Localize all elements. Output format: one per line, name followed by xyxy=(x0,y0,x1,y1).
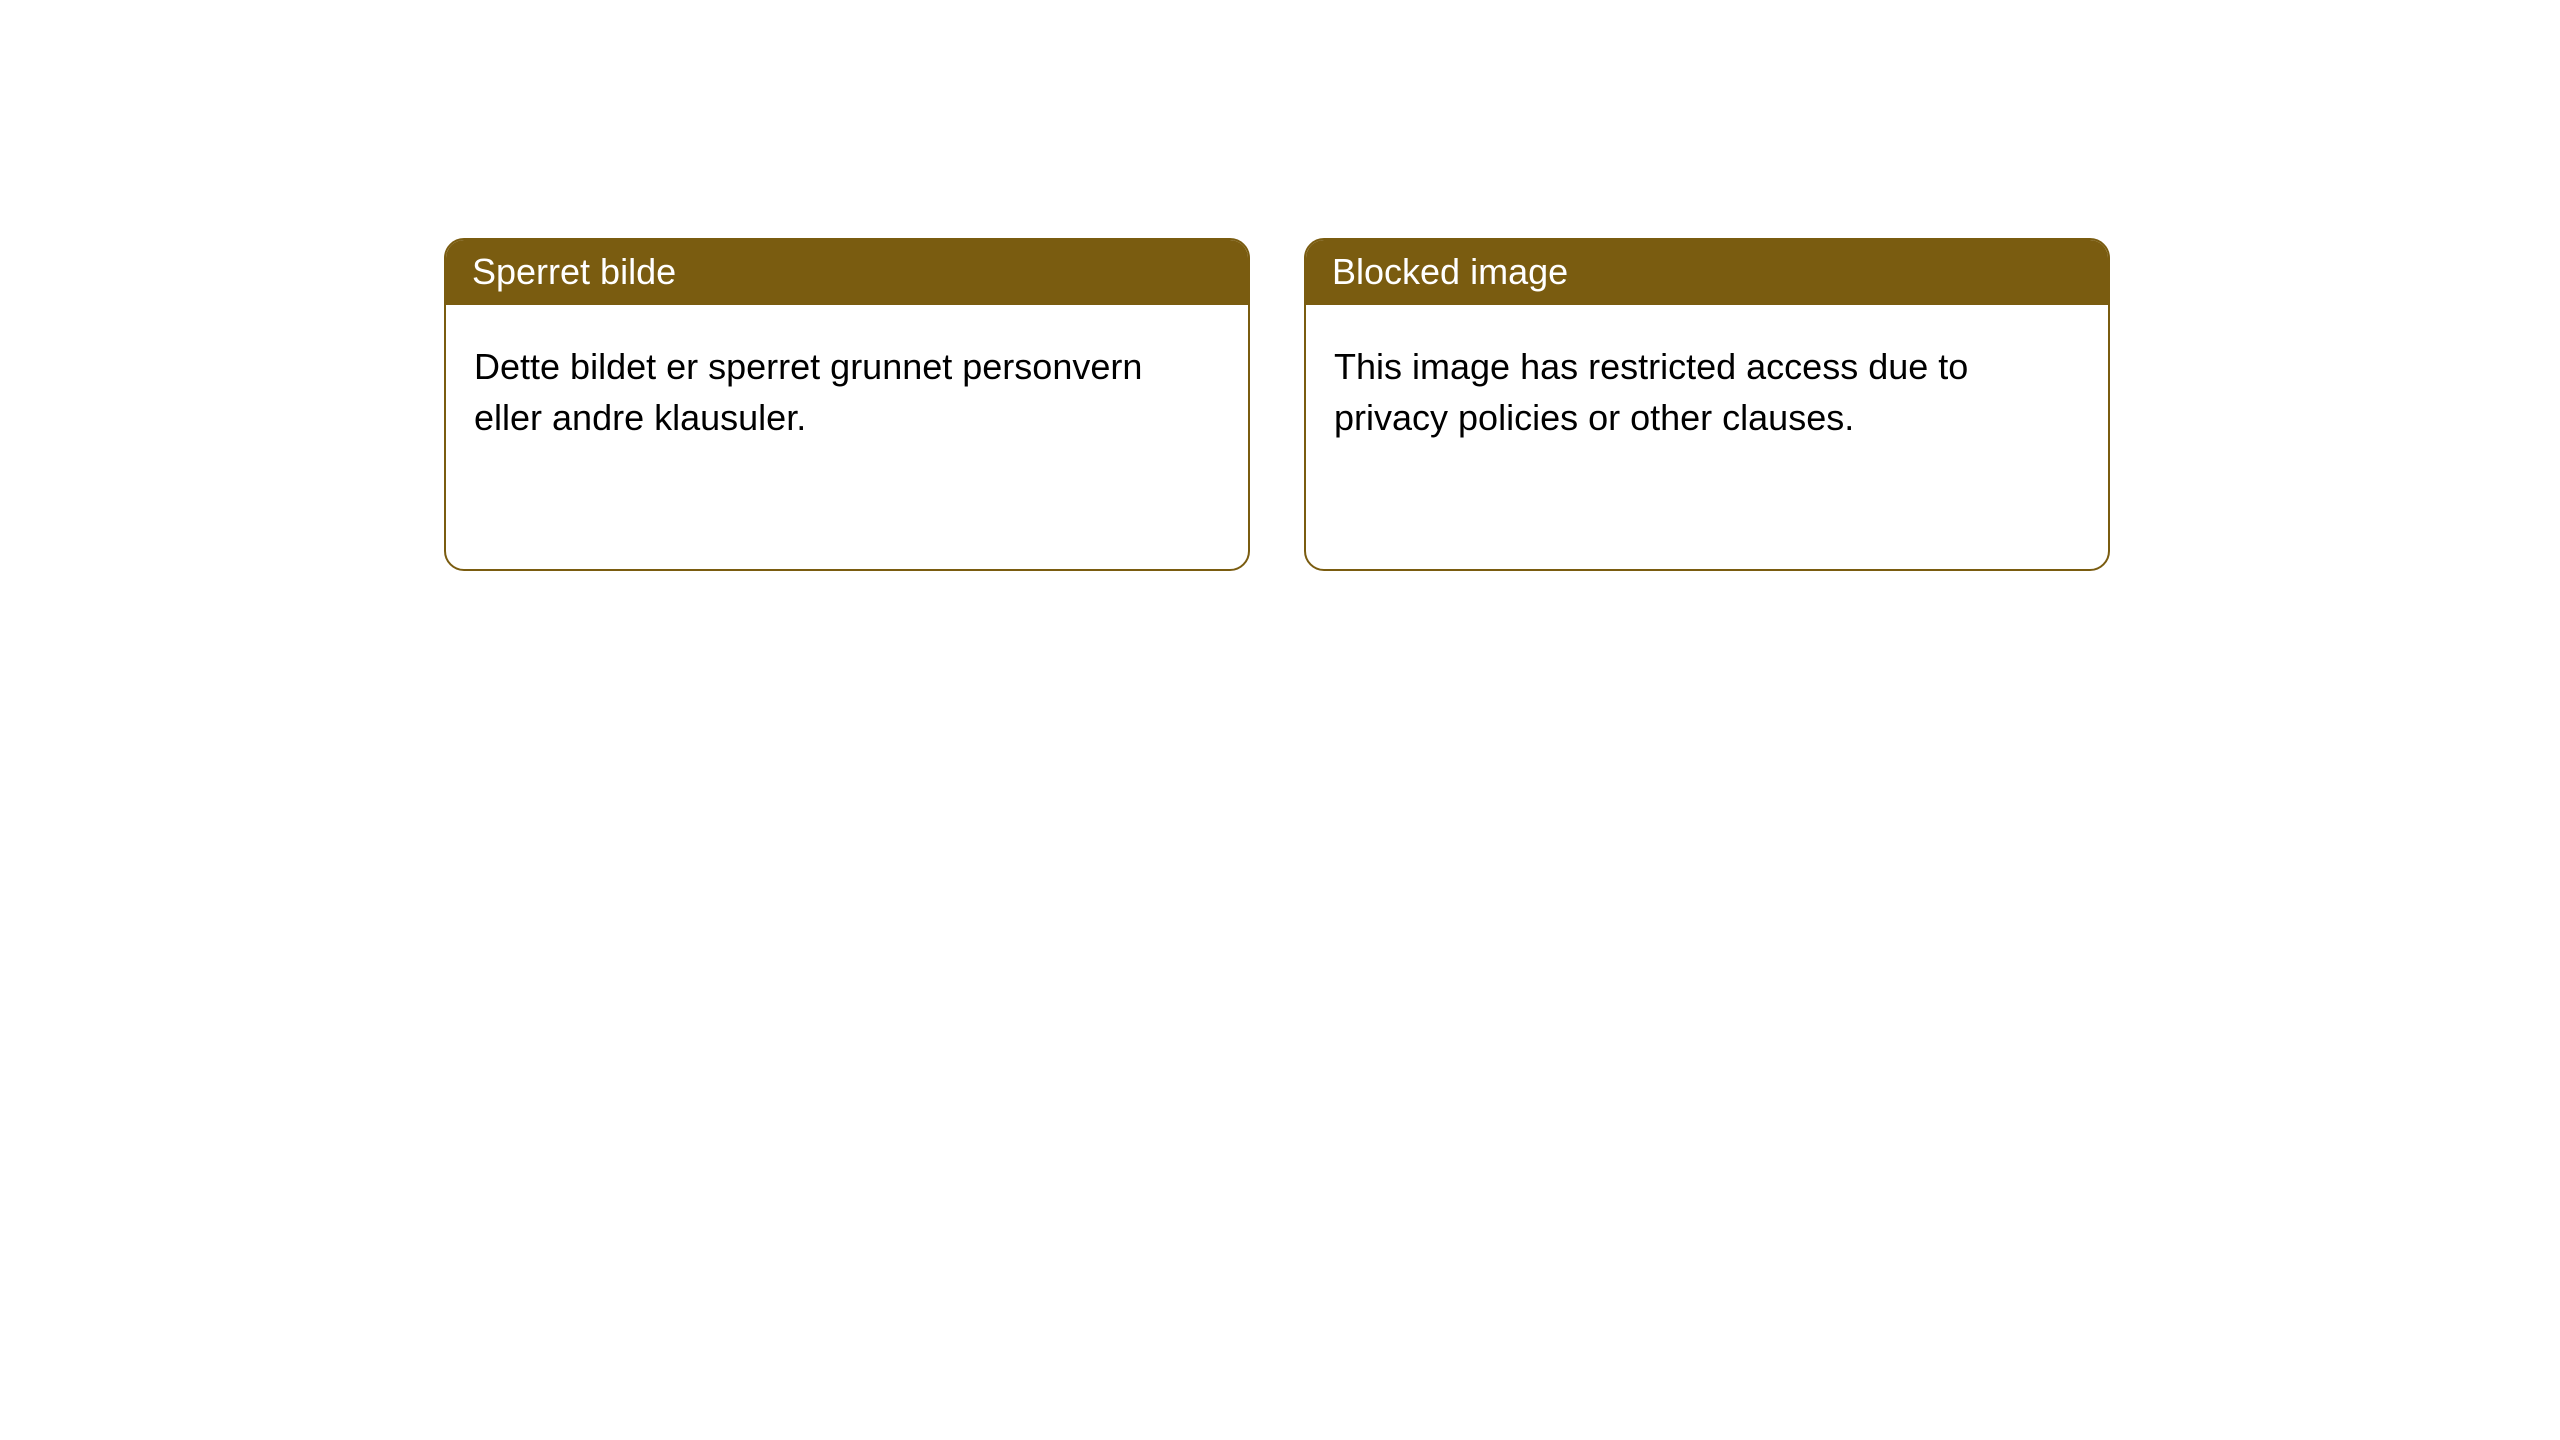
notice-body: Dette bildet er sperret grunnet personve… xyxy=(446,305,1248,471)
notice-card-english: Blocked image This image has restricted … xyxy=(1304,238,2110,571)
notice-header: Blocked image xyxy=(1306,240,2108,305)
notice-header: Sperret bilde xyxy=(446,240,1248,305)
notice-card-norwegian: Sperret bilde Dette bildet er sperret gr… xyxy=(444,238,1250,571)
notice-body: This image has restricted access due to … xyxy=(1306,305,2108,471)
notice-container: Sperret bilde Dette bildet er sperret gr… xyxy=(0,0,2560,571)
